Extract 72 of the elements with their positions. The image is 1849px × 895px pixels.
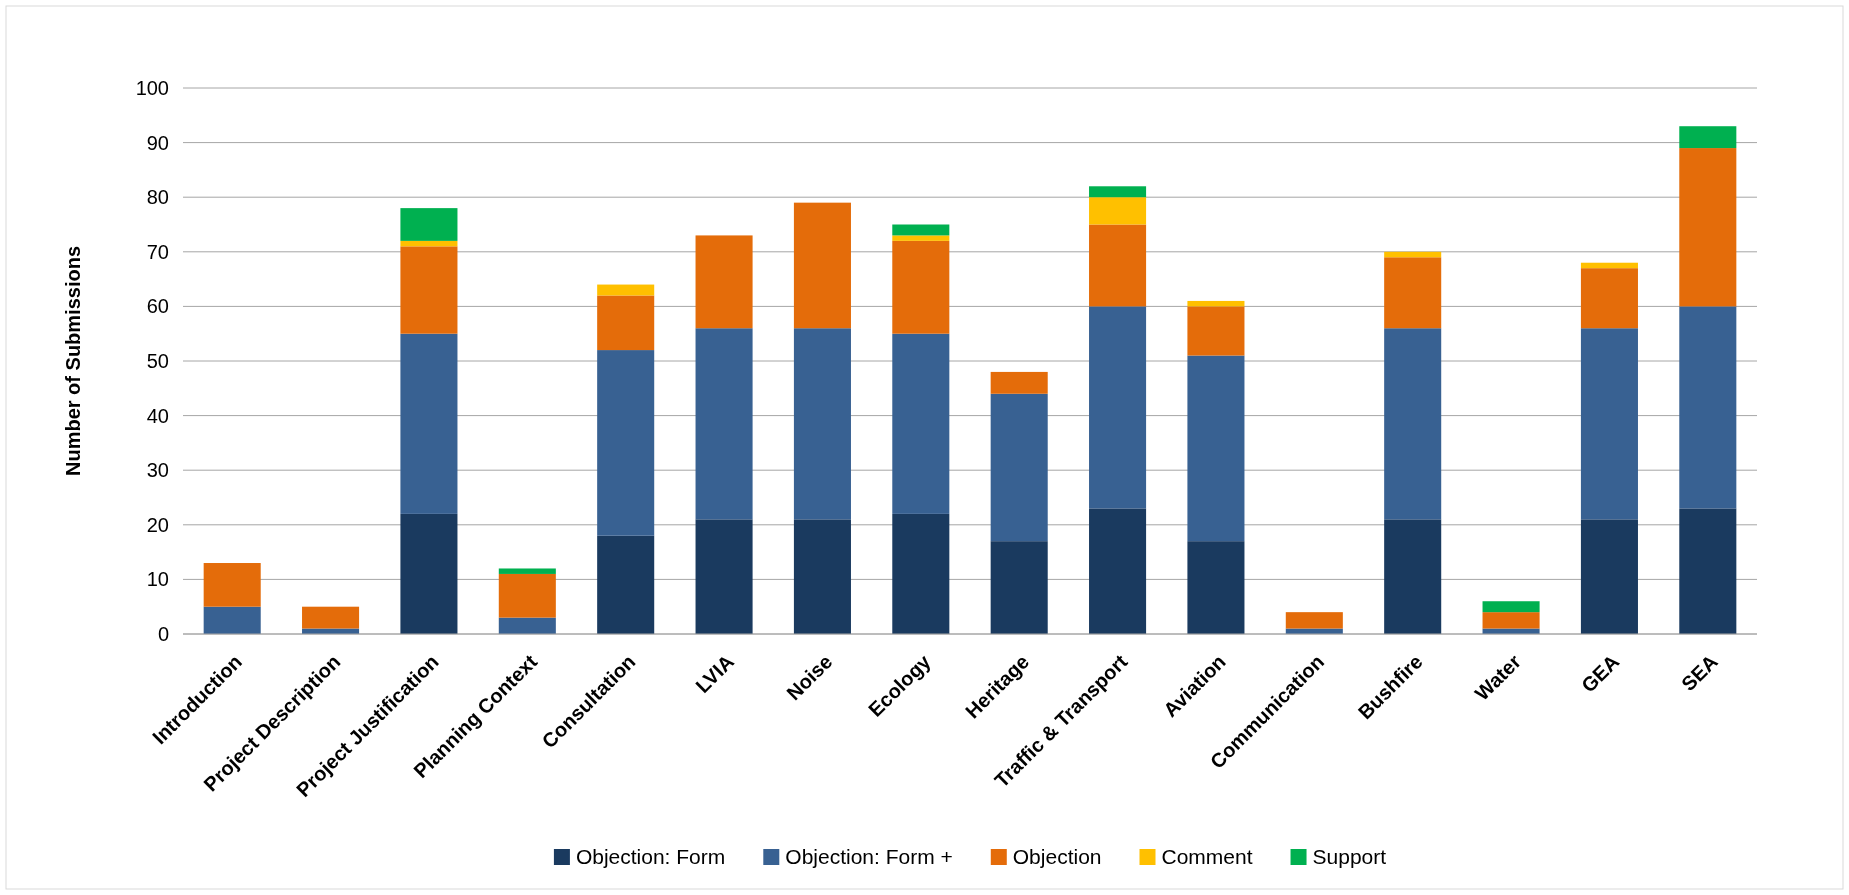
bar — [203, 606, 261, 634]
bar — [1679, 306, 1737, 509]
bar — [597, 284, 655, 296]
bar — [990, 371, 1048, 394]
bar — [400, 333, 458, 514]
bar — [1089, 186, 1147, 198]
y-tick-label: 10 — [146, 568, 169, 591]
bar — [1679, 508, 1737, 634]
bar — [793, 328, 851, 520]
bar — [1384, 519, 1442, 634]
bar — [1384, 251, 1442, 258]
legend-label: Objection: Form + — [785, 845, 953, 868]
bar — [1187, 300, 1245, 307]
legend-label: Objection: Form — [575, 845, 726, 868]
bar — [400, 240, 458, 247]
x-tick-label: SEA — [1677, 650, 1722, 695]
bar — [203, 563, 261, 607]
bar — [1187, 355, 1245, 542]
bar — [1679, 126, 1737, 149]
bar — [597, 295, 655, 351]
bar — [1384, 257, 1442, 329]
bar — [1679, 148, 1737, 307]
legend-label: Objection — [1012, 845, 1102, 868]
bar — [892, 513, 950, 634]
bar — [1482, 612, 1540, 629]
bar — [302, 606, 360, 629]
bar — [892, 224, 950, 236]
bar — [695, 235, 753, 329]
bar — [597, 350, 655, 536]
bar — [1285, 612, 1343, 629]
y-tick-label: 0 — [157, 622, 169, 645]
bar — [892, 240, 950, 334]
bar — [990, 541, 1048, 634]
bar — [1089, 197, 1147, 225]
y-tick-label: 50 — [146, 349, 169, 372]
bar — [695, 519, 753, 634]
y-tick-label: 100 — [135, 76, 169, 99]
bar — [1580, 262, 1638, 269]
bar — [498, 617, 556, 634]
y-tick-label: 90 — [146, 131, 169, 154]
bar — [400, 208, 458, 241]
y-axis-title: Number of Submissions — [62, 245, 84, 477]
bar — [990, 393, 1048, 542]
bar — [1089, 508, 1147, 634]
y-tick-label: 40 — [146, 404, 169, 427]
bar — [1580, 519, 1638, 634]
bar — [1580, 328, 1638, 520]
bar — [695, 328, 753, 520]
x-tick-label: GEA — [1577, 650, 1624, 697]
y-tick-label: 70 — [146, 240, 169, 263]
bar — [1089, 306, 1147, 509]
bar — [793, 519, 851, 634]
y-tick-label: 20 — [146, 513, 169, 536]
bar — [1089, 224, 1147, 307]
bar — [400, 513, 458, 634]
legend-label: Comment — [1161, 845, 1253, 868]
legend-label: Support — [1312, 845, 1387, 868]
y-tick-label: 60 — [146, 295, 169, 318]
bar — [1187, 306, 1245, 356]
bar — [1580, 268, 1638, 329]
bar — [400, 246, 458, 334]
bar — [498, 568, 556, 574]
bar — [597, 535, 655, 634]
bar — [1482, 601, 1540, 613]
bar — [892, 333, 950, 514]
y-tick-label: 80 — [146, 186, 169, 209]
bar — [793, 202, 851, 329]
bar — [892, 235, 950, 241]
bar — [498, 573, 556, 618]
y-tick-label: 30 — [146, 459, 169, 482]
bar — [1384, 328, 1442, 520]
bar — [1187, 541, 1245, 634]
